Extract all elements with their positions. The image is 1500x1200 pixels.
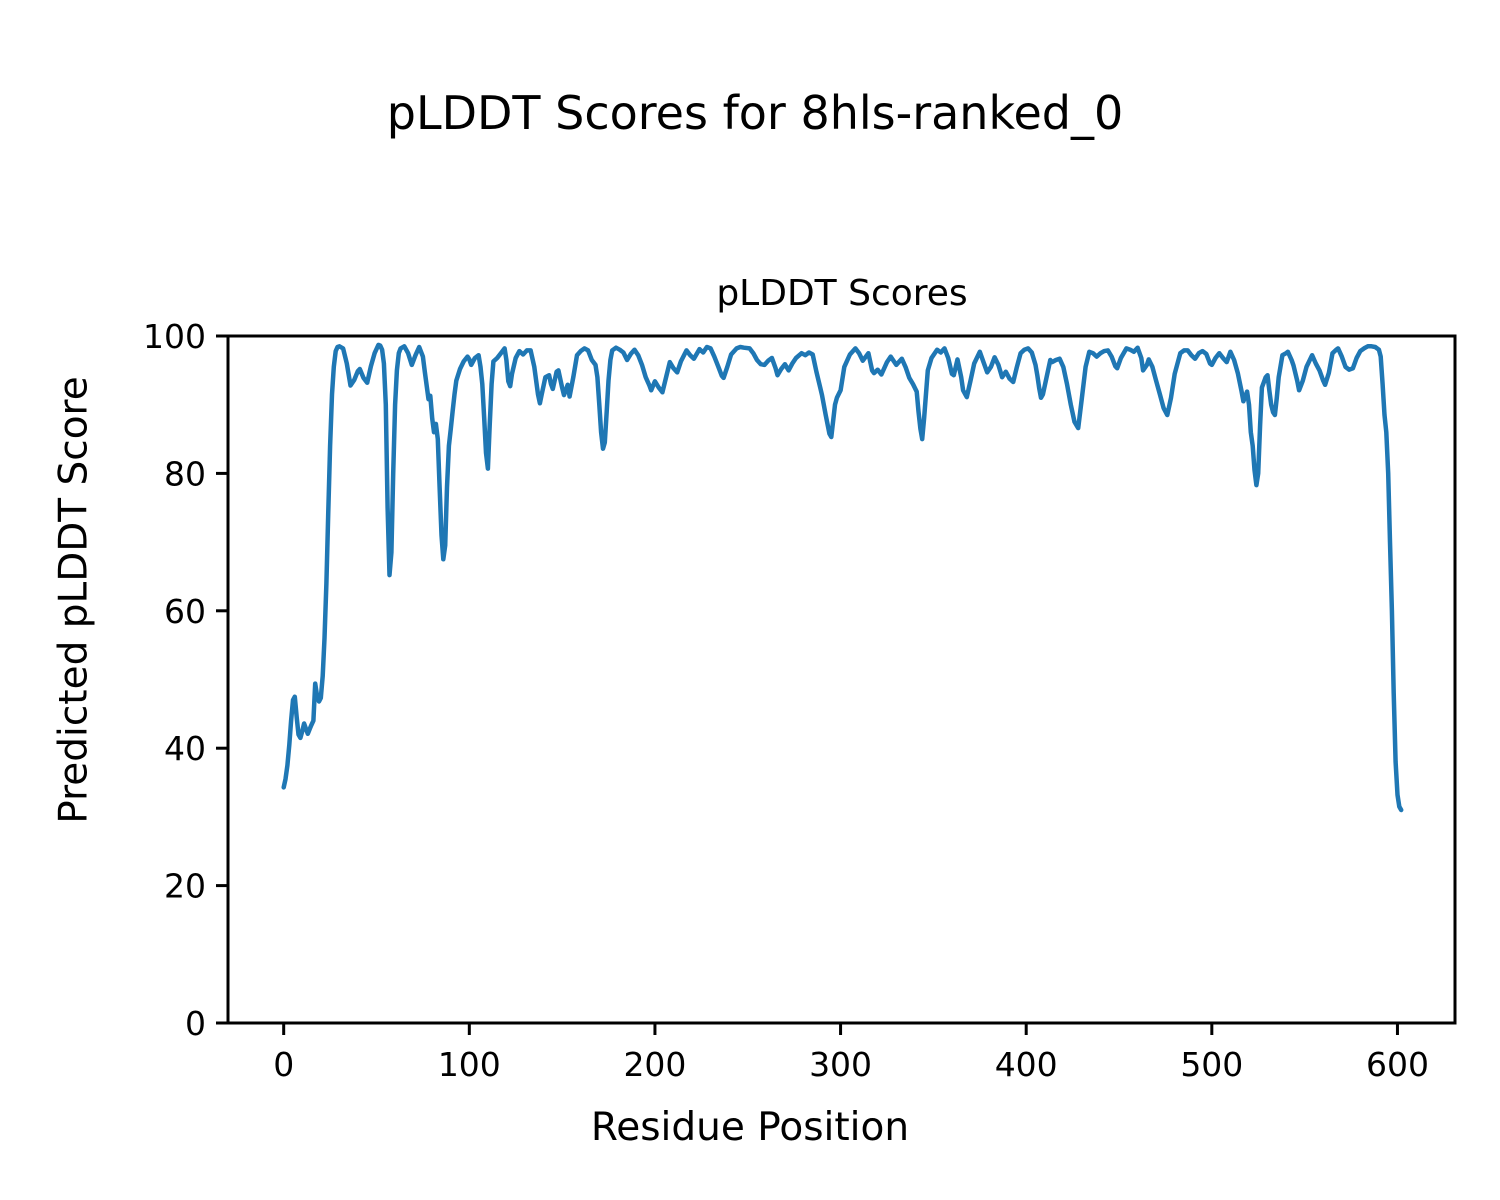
- y-tick-label: 60: [164, 592, 206, 631]
- x-tick-label: 0: [273, 1045, 294, 1084]
- x-axis-label: Residue Position: [590, 1105, 910, 1150]
- plot-frame: [226, 334, 1457, 1025]
- x-tick-label: 300: [809, 1045, 872, 1084]
- x-tick-label: 400: [995, 1045, 1058, 1084]
- plddt-line: [281, 342, 1404, 813]
- y-tick-label: 20: [164, 867, 206, 906]
- x-tick-label: 500: [1180, 1045, 1243, 1084]
- y-tick-label: 0: [185, 1004, 206, 1043]
- figure-title: pLDDT Scores for 8hls-ranked_0: [386, 86, 1124, 140]
- axes-title: pLDDT Scores: [716, 273, 968, 314]
- y-axis-ticks: 0 20 40 60 80 100: [143, 317, 228, 1043]
- x-tick-label: 600: [1366, 1045, 1429, 1084]
- x-tick-label: 100: [438, 1045, 501, 1084]
- x-tick-label: 200: [623, 1045, 686, 1084]
- y-tick-label: 40: [164, 729, 206, 768]
- y-tick-label: 80: [164, 454, 206, 493]
- y-tick-label: 100: [143, 317, 206, 356]
- x-axis-ticks: 0 100 200 300 400 500 600: [273, 1023, 1429, 1084]
